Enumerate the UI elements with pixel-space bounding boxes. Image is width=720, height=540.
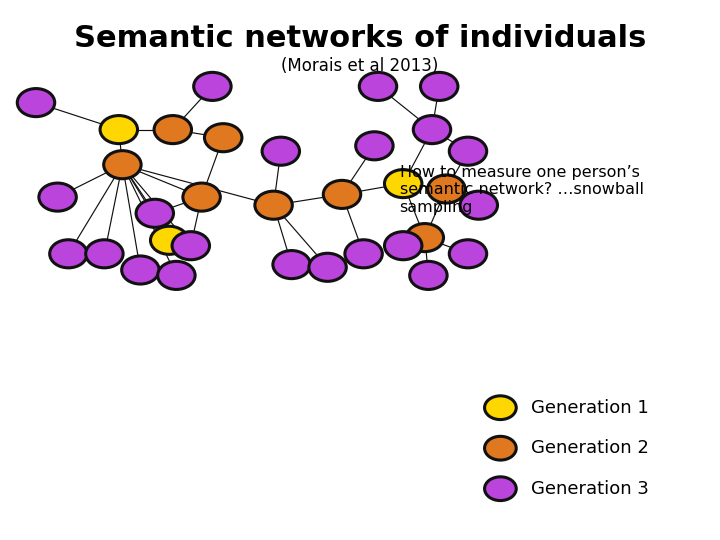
Circle shape	[449, 240, 487, 268]
Circle shape	[428, 175, 465, 203]
Text: Semantic networks of individuals: Semantic networks of individuals	[74, 24, 646, 53]
Circle shape	[323, 180, 361, 208]
Circle shape	[100, 116, 138, 144]
Circle shape	[485, 436, 516, 460]
Circle shape	[50, 240, 87, 268]
Circle shape	[17, 89, 55, 117]
Circle shape	[449, 137, 487, 165]
Circle shape	[359, 72, 397, 100]
Circle shape	[410, 261, 447, 289]
Circle shape	[150, 226, 188, 254]
Text: (Morais et al 2013): (Morais et al 2013)	[282, 57, 438, 75]
Circle shape	[172, 232, 210, 260]
Circle shape	[183, 183, 220, 211]
Circle shape	[158, 261, 195, 289]
Circle shape	[154, 116, 192, 144]
Circle shape	[104, 151, 141, 179]
Circle shape	[420, 72, 458, 100]
Circle shape	[485, 396, 516, 420]
Circle shape	[39, 183, 76, 211]
Text: Generation 3: Generation 3	[531, 480, 649, 498]
Text: How to measure one person’s
semantic network? …snowball
sampling: How to measure one person’s semantic net…	[400, 165, 644, 214]
Circle shape	[345, 240, 382, 268]
Circle shape	[309, 253, 346, 281]
Circle shape	[122, 256, 159, 284]
Circle shape	[384, 232, 422, 260]
Circle shape	[460, 191, 498, 219]
Circle shape	[406, 224, 444, 252]
Circle shape	[86, 240, 123, 268]
Circle shape	[356, 132, 393, 160]
Circle shape	[413, 116, 451, 144]
Circle shape	[262, 137, 300, 165]
Circle shape	[194, 72, 231, 100]
Circle shape	[384, 170, 422, 198]
Text: Generation 2: Generation 2	[531, 439, 649, 457]
Text: Generation 1: Generation 1	[531, 399, 649, 417]
Circle shape	[273, 251, 310, 279]
Circle shape	[255, 191, 292, 219]
Circle shape	[136, 199, 174, 227]
Circle shape	[204, 124, 242, 152]
Circle shape	[485, 477, 516, 501]
